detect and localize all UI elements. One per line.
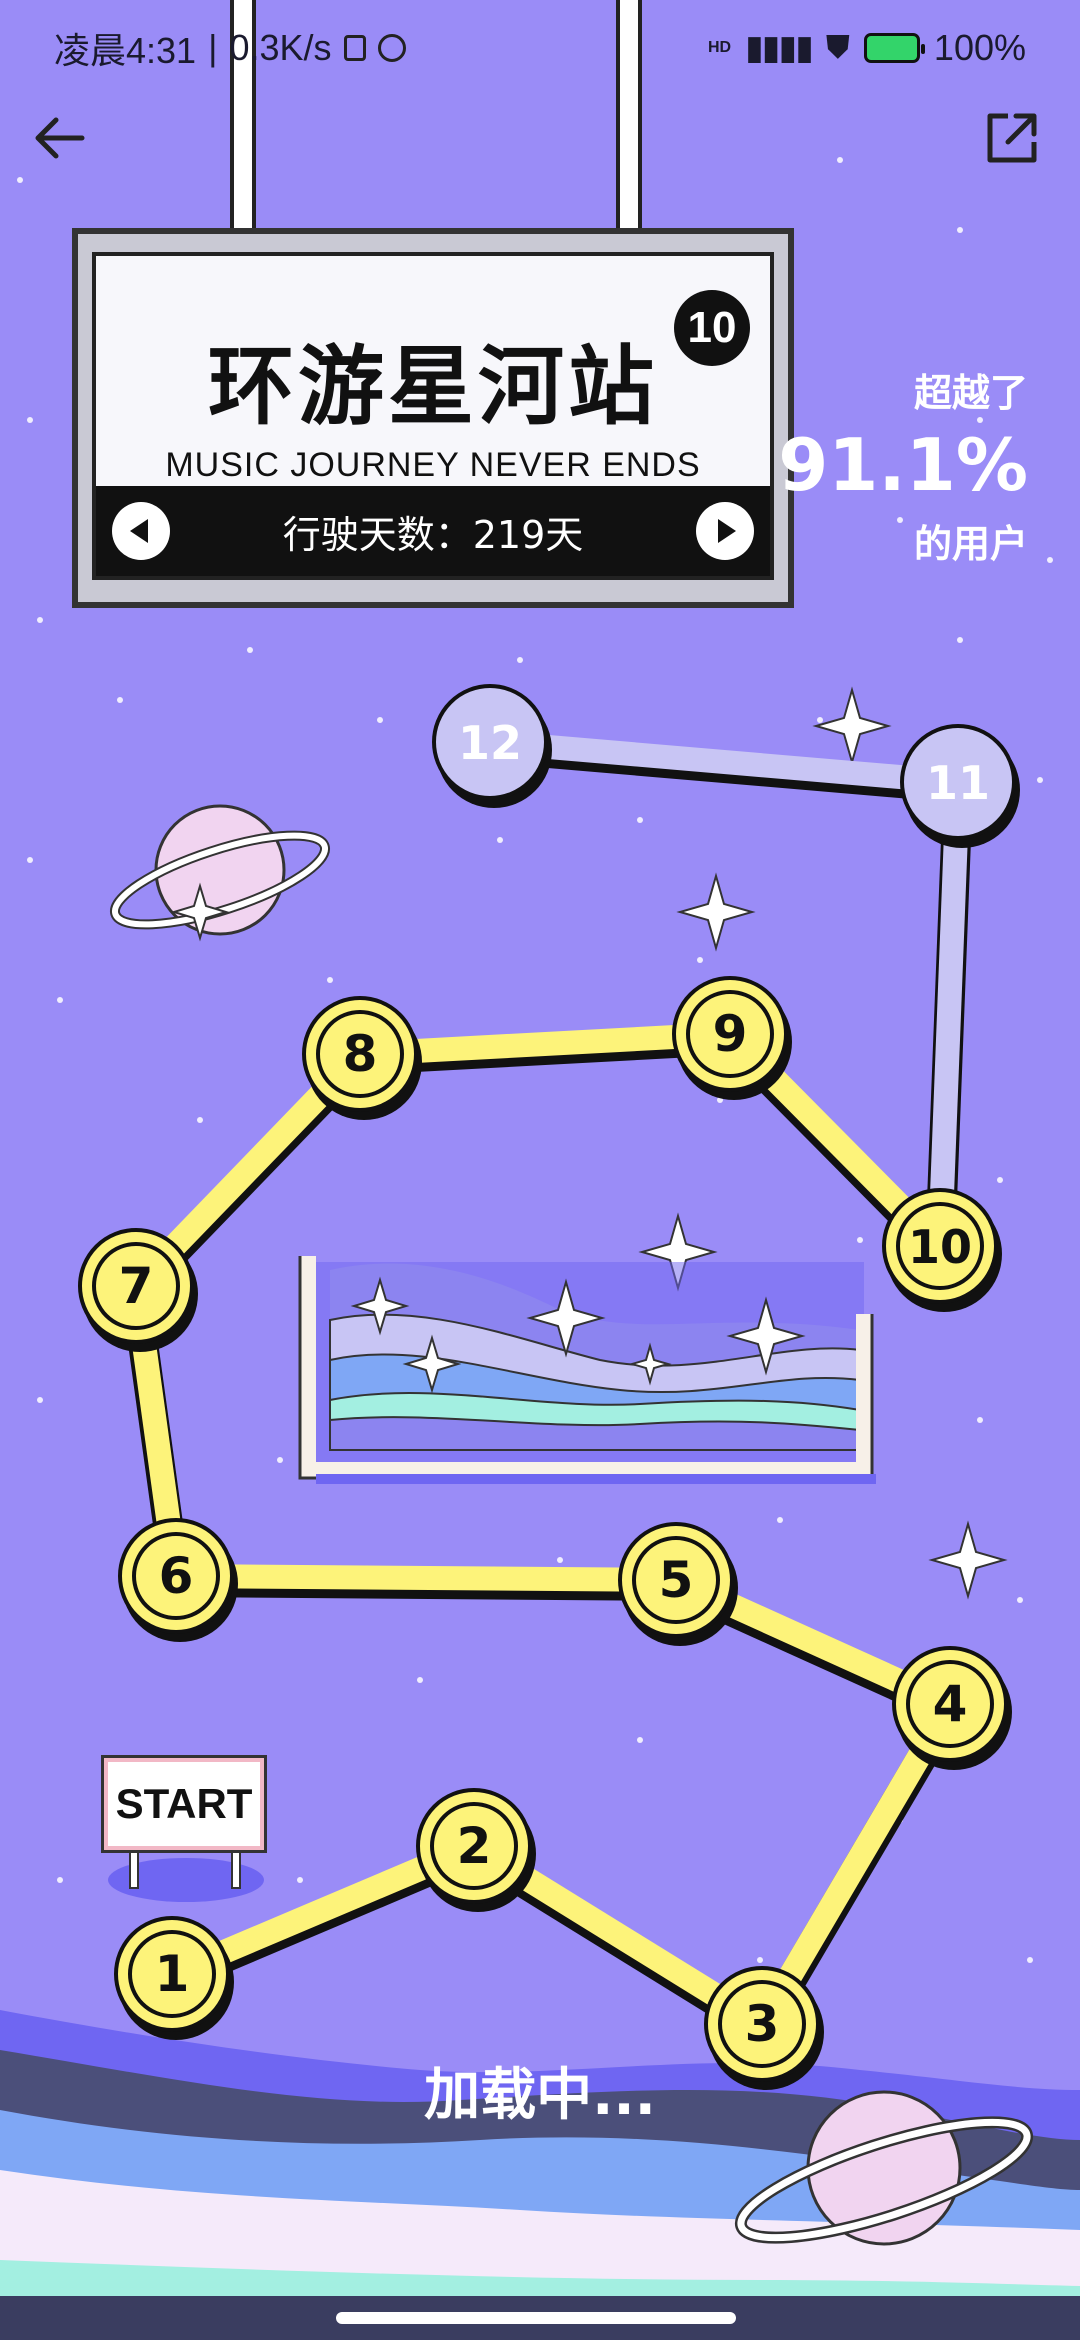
station-title: 环游星河站	[208, 337, 658, 437]
path-segment	[928, 781, 970, 1247]
station-node-circle	[114, 1916, 230, 2032]
beyond-line2: 的用户	[913, 522, 1028, 566]
network-speed: 0.3K/s	[229, 27, 332, 68]
station-node-circle	[892, 1646, 1008, 1762]
share-external-icon	[987, 113, 1037, 163]
station-node-ring	[896, 1202, 984, 1290]
status-right: HD ▮▮▮▮ ⛊ 100%	[708, 27, 1026, 69]
pool-scene	[298, 1256, 876, 1484]
station-node-ring	[718, 1980, 806, 2068]
station-node-circle	[900, 724, 1016, 840]
battery-icon	[863, 33, 925, 63]
share-button[interactable]	[980, 106, 1044, 170]
next-station-button[interactable]	[696, 502, 754, 560]
station-node-circle	[432, 684, 548, 800]
station-badge: 10	[674, 290, 750, 366]
station-node-ring	[430, 1802, 518, 1890]
station-node-2[interactable]: 2	[416, 1788, 536, 1912]
station-node-circle	[704, 1966, 820, 2082]
prev-station-button[interactable]	[112, 502, 170, 560]
station-node-label: 6	[159, 1547, 194, 1605]
battery-percent: 100%	[933, 27, 1026, 68]
start-sign: START	[101, 1755, 267, 1853]
sign-pole-right	[616, 0, 642, 230]
back-button[interactable]	[30, 106, 94, 170]
station-node-label: 8	[343, 1025, 378, 1083]
status-bar: 凌晨4:31 | 0.3K/s HD ▮▮▮▮ ⛊ 100%	[0, 0, 1080, 96]
days-text: 行驶天数：219天	[282, 512, 584, 557]
station-node-circle	[416, 1788, 532, 1904]
beyond-stats: 超越了 91.1% 的用户	[778, 362, 1028, 568]
station-node-5[interactable]: 5	[618, 1522, 738, 1646]
station-node-ring	[686, 990, 774, 1078]
station-node-ring	[132, 1532, 220, 1620]
path-segment	[175, 1564, 677, 1592]
bottom-waves	[0, 2010, 1080, 2340]
station-node-9[interactable]: 9	[672, 976, 792, 1100]
station-node-label: 2	[457, 1817, 492, 1875]
planet-top-left	[109, 804, 331, 936]
signal-icon: ▮▮▮▮	[745, 29, 814, 67]
path-segment	[488, 730, 960, 794]
station-node-circle	[618, 1522, 734, 1638]
station-node-label: 9	[713, 1005, 748, 1063]
station-node-label: 7	[119, 1257, 154, 1315]
station-node-circle	[78, 1228, 194, 1344]
status-left: 凌晨4:31 | 0.3K/s	[54, 22, 406, 74]
days-bar: 行驶天数：219天	[96, 486, 770, 576]
station-node-circle	[118, 1518, 234, 1634]
station-node-4[interactable]: 4	[892, 1646, 1012, 1770]
station-node-12[interactable]: 12	[432, 684, 552, 808]
station-node-ring	[316, 1010, 404, 1098]
station-node-1[interactable]: 1	[114, 1916, 234, 2040]
station-sign: 10 环游星河站 MUSIC JOURNEY NEVER ENDS 行驶天数：2…	[72, 228, 794, 608]
station-node-label: 3	[745, 1995, 780, 2053]
start-sign-base	[108, 1847, 264, 1902]
path-segment	[359, 1022, 731, 1066]
station-node-circle	[882, 1188, 998, 1304]
station-node-10[interactable]: 10	[882, 1188, 1002, 1312]
station-node-label: 12	[458, 716, 522, 770]
home-indicator[interactable]	[336, 2312, 736, 2324]
clock-icon	[377, 34, 406, 62]
status-time: 凌晨4:31	[54, 30, 197, 71]
station-node-label: 1	[155, 1945, 190, 2003]
station-node-circle	[672, 976, 788, 1092]
station-node-ring	[128, 1930, 216, 2018]
station-sign-board: 10 环游星河站 MUSIC JOURNEY NEVER ENDS 行驶天数：2…	[92, 252, 774, 580]
loading-text: 加载中...	[424, 2063, 656, 2128]
station-node-11[interactable]: 11	[900, 724, 1020, 848]
station-subtitle: MUSIC JOURNEY NEVER ENDS	[165, 446, 701, 484]
station-node-label: 10	[908, 1220, 972, 1274]
station-node-label: 4	[933, 1675, 968, 1733]
shield-icon: ⛊	[825, 29, 850, 65]
sim-icon	[343, 35, 366, 61]
station-node-3[interactable]: 3	[704, 1966, 824, 2090]
beyond-line1: 超越了	[913, 371, 1028, 415]
station-node-ring	[92, 1242, 180, 1330]
station-node-ring	[906, 1660, 994, 1748]
planet-bottom-right	[734, 2090, 1034, 2246]
station-node-label: 5	[659, 1551, 694, 1609]
arrow-left-icon	[35, 117, 85, 159]
status-divider: |	[208, 27, 218, 68]
station-node-7[interactable]: 7	[78, 1228, 198, 1352]
station-node-label: 11	[926, 756, 990, 810]
station-node-ring	[632, 1536, 720, 1624]
station-node-8[interactable]: 8	[302, 996, 422, 1120]
beyond-percent: 91.1%	[778, 423, 1028, 507]
station-node-circle	[302, 996, 418, 1112]
signal-label: HD	[707, 39, 732, 56]
triangle-left-icon	[130, 519, 148, 543]
triangle-right-icon	[718, 519, 736, 543]
station-node-6[interactable]: 6	[118, 1518, 238, 1642]
sign-pole-left	[230, 0, 256, 230]
